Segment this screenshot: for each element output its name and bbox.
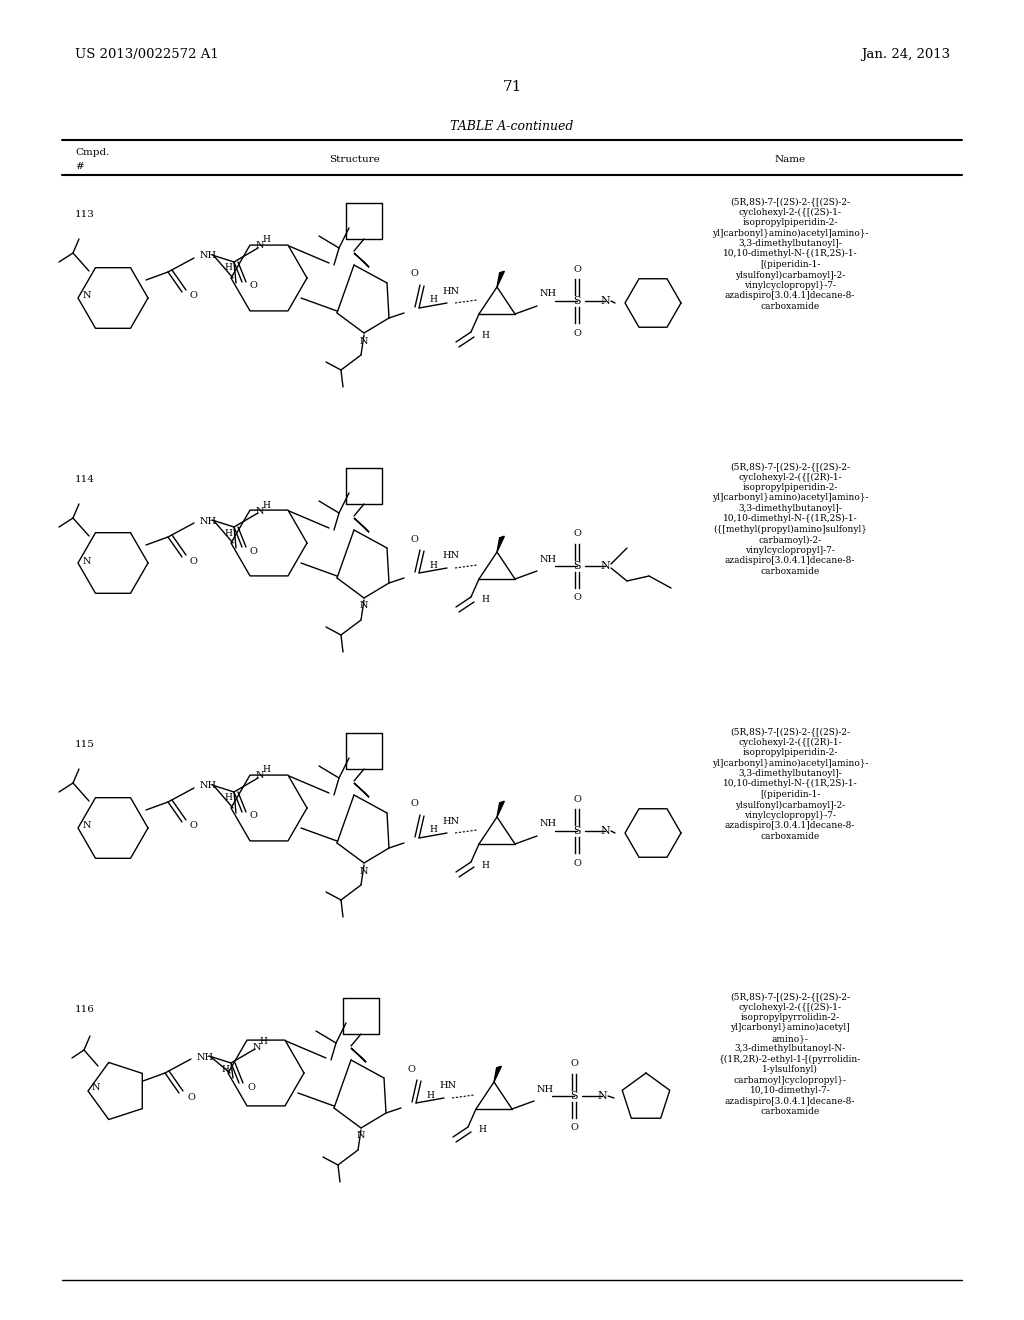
- Text: H: H: [262, 500, 270, 510]
- Text: H: H: [481, 861, 488, 870]
- Text: 116: 116: [75, 1005, 95, 1014]
- Text: (5R,8S)-7-[(2S)-2-{[(2S)-2-
cyclohexyl-2-({[(2S)-1-
isopropylpyrrolidin-2-
yl]ca: (5R,8S)-7-[(2S)-2-{[(2S)-2- cyclohexyl-2…: [719, 993, 861, 1115]
- Text: N: N: [256, 242, 264, 251]
- Text: O: O: [570, 1123, 578, 1133]
- Polygon shape: [497, 801, 505, 817]
- Text: NH: NH: [200, 781, 217, 791]
- Text: N: N: [356, 1131, 366, 1140]
- Text: NH: NH: [540, 289, 557, 298]
- Text: NH: NH: [540, 554, 557, 564]
- Text: O: O: [410, 535, 418, 544]
- Text: O: O: [250, 546, 258, 556]
- Text: O: O: [190, 821, 198, 830]
- Polygon shape: [497, 536, 505, 552]
- Text: N: N: [92, 1084, 100, 1093]
- Text: O: O: [247, 1082, 255, 1092]
- Text: N: N: [253, 1043, 261, 1052]
- Text: H: H: [481, 595, 488, 605]
- Text: Name: Name: [774, 154, 806, 164]
- Text: HN: HN: [442, 817, 459, 825]
- Text: H: H: [224, 793, 231, 803]
- Text: O: O: [410, 800, 418, 808]
- Text: O: O: [408, 1064, 415, 1073]
- Text: N: N: [359, 866, 369, 875]
- Polygon shape: [351, 1048, 366, 1063]
- Text: HN: HN: [439, 1081, 456, 1090]
- Text: H: H: [429, 561, 437, 569]
- Text: N: N: [600, 826, 610, 836]
- Text: Structure: Structure: [330, 154, 380, 164]
- Text: HN: HN: [442, 552, 459, 561]
- Text: N: N: [256, 771, 264, 780]
- Text: N: N: [600, 561, 610, 572]
- Text: O: O: [570, 1060, 578, 1068]
- Text: N: N: [597, 1092, 607, 1101]
- Text: O: O: [410, 269, 418, 279]
- Text: TABLE A-continued: TABLE A-continued: [451, 120, 573, 133]
- Text: N: N: [256, 507, 264, 516]
- Text: H: H: [481, 330, 488, 339]
- Text: US 2013/0022572 A1: US 2013/0022572 A1: [75, 48, 219, 61]
- Text: H: H: [429, 825, 437, 834]
- Text: H: H: [478, 1126, 486, 1134]
- Text: N: N: [359, 602, 369, 610]
- Text: O: O: [187, 1093, 195, 1101]
- Polygon shape: [494, 1067, 502, 1082]
- Text: H: H: [259, 1036, 267, 1045]
- Text: NH: NH: [540, 820, 557, 829]
- Text: H: H: [426, 1090, 434, 1100]
- Text: Jan. 24, 2013: Jan. 24, 2013: [861, 48, 950, 61]
- Text: O: O: [573, 529, 581, 539]
- Text: S: S: [570, 1092, 578, 1101]
- Text: S: S: [573, 561, 581, 572]
- Text: (5R,8S)-7-[(2S)-2-{[(2S)-2-
cyclohexyl-2-({[(2R)-1-
isopropylpiperidin-2-
yl]car: (5R,8S)-7-[(2S)-2-{[(2S)-2- cyclohexyl-2…: [712, 462, 868, 576]
- Text: H: H: [224, 264, 231, 272]
- Text: Cmpd.: Cmpd.: [75, 148, 110, 157]
- Polygon shape: [497, 271, 505, 286]
- Text: (5R,8S)-7-[(2S)-2-{[(2S)-2-
cyclohexyl-2-({[(2R)-1-
isopropylpiperidin-2-
yl]car: (5R,8S)-7-[(2S)-2-{[(2S)-2- cyclohexyl-2…: [712, 727, 868, 841]
- Text: NH: NH: [197, 1052, 214, 1061]
- Polygon shape: [354, 253, 369, 267]
- Text: (5R,8S)-7-[(2S)-2-{[(2S)-2-
cyclohexyl-2-({[(2S)-1-
isopropylpiperidin-2-
yl]car: (5R,8S)-7-[(2S)-2-{[(2S)-2- cyclohexyl-2…: [712, 197, 868, 310]
- Text: O: O: [573, 329, 581, 338]
- Text: NH: NH: [200, 516, 217, 525]
- Text: H: H: [429, 296, 437, 305]
- Text: H: H: [262, 235, 270, 244]
- Text: S: S: [573, 296, 581, 306]
- Text: H: H: [221, 1064, 229, 1073]
- Text: O: O: [573, 594, 581, 602]
- Polygon shape: [354, 517, 369, 532]
- Text: 114: 114: [75, 475, 95, 484]
- Polygon shape: [354, 783, 369, 797]
- Text: NH: NH: [537, 1085, 554, 1093]
- Text: O: O: [573, 858, 581, 867]
- Text: 113: 113: [75, 210, 95, 219]
- Text: N: N: [600, 296, 610, 306]
- Text: NH: NH: [200, 252, 217, 260]
- Text: N: N: [83, 821, 91, 830]
- Text: S: S: [573, 826, 581, 836]
- Text: O: O: [573, 264, 581, 273]
- Text: O: O: [190, 292, 198, 301]
- Text: #: #: [75, 162, 84, 172]
- Text: 71: 71: [503, 81, 521, 94]
- Text: HN: HN: [442, 286, 459, 296]
- Text: O: O: [190, 557, 198, 565]
- Text: N: N: [83, 557, 91, 565]
- Text: O: O: [250, 812, 258, 821]
- Text: H: H: [262, 766, 270, 775]
- Text: O: O: [250, 281, 258, 290]
- Text: H: H: [224, 528, 231, 537]
- Text: N: N: [359, 337, 369, 346]
- Text: N: N: [83, 292, 91, 301]
- Text: O: O: [573, 795, 581, 804]
- Text: 115: 115: [75, 741, 95, 748]
